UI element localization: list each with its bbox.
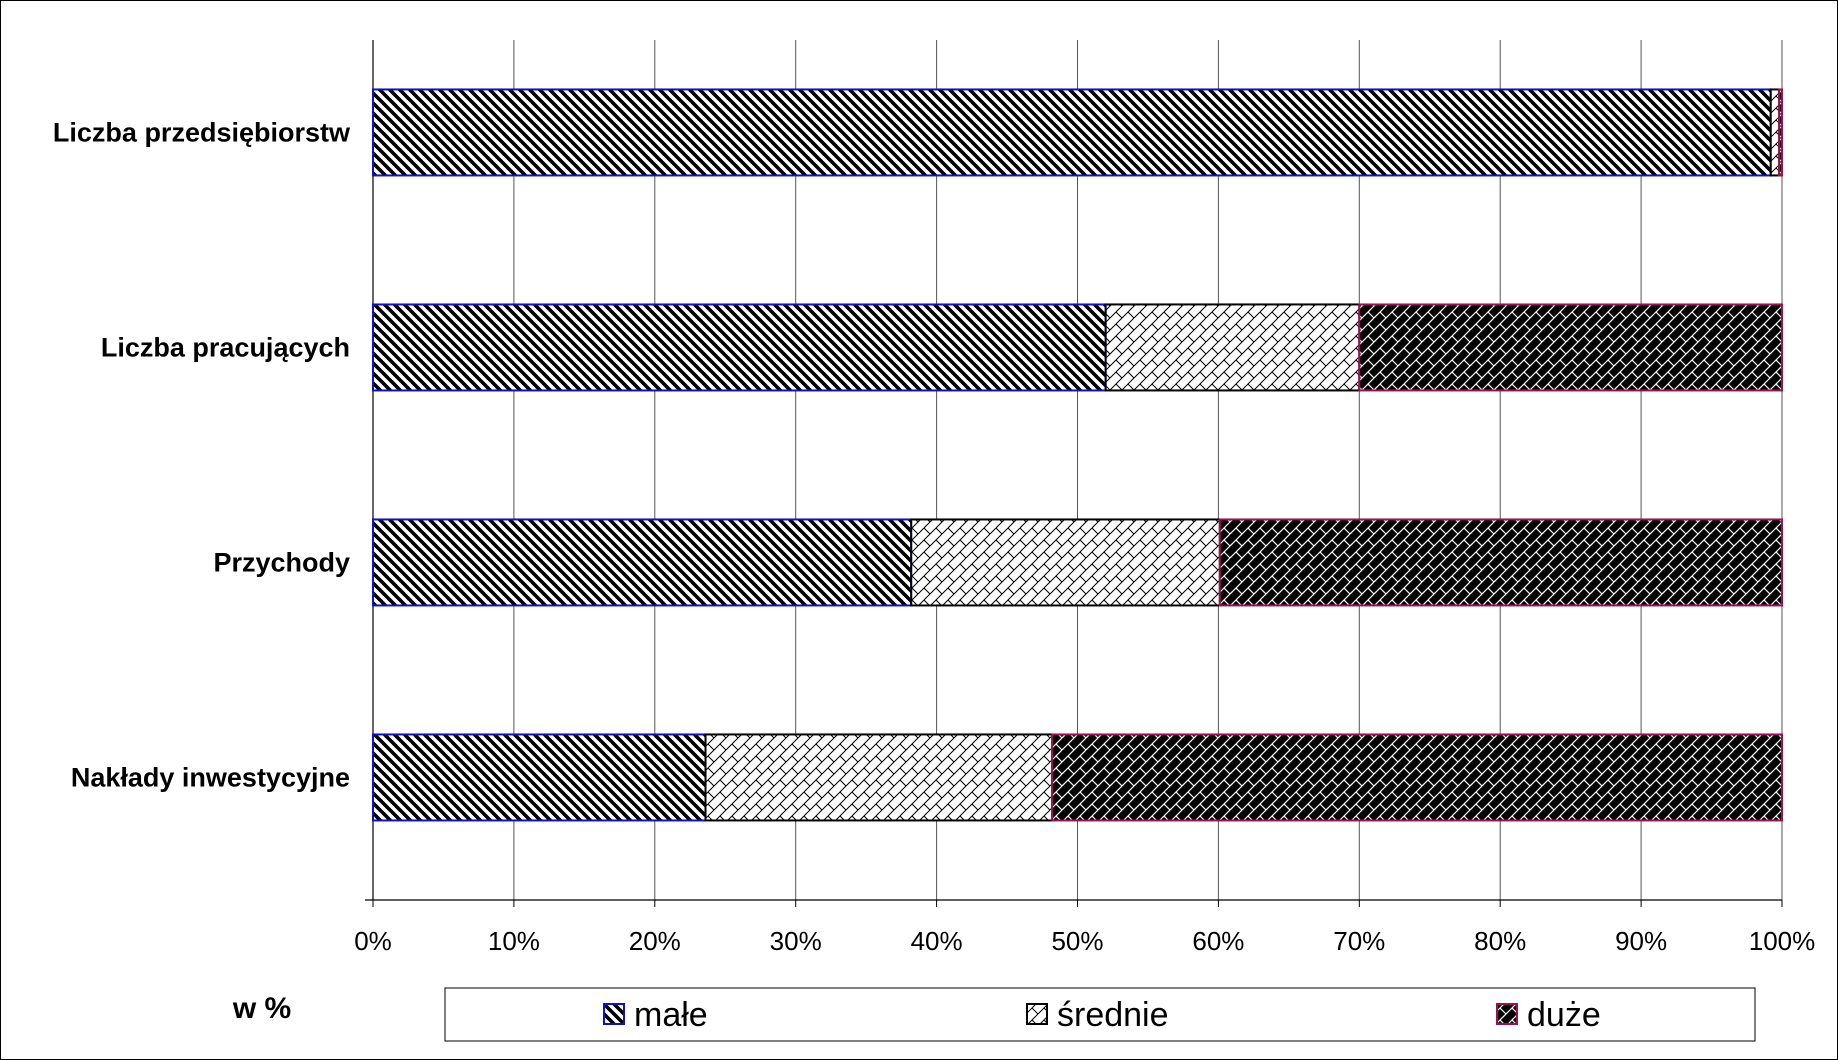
- category-labels: Liczba przedsiębiorstw Liczba pracujących…: [53, 117, 351, 792]
- bar-segment-male: [372, 88, 1772, 177]
- bar-segment-srednie: [1769, 88, 1781, 177]
- category-label: Przychody: [213, 547, 350, 577]
- unit-label: w %: [232, 992, 291, 1025]
- x-tick-label: 100%: [1749, 926, 1816, 956]
- bars: [372, 88, 1784, 822]
- x-tick-label: 60%: [1192, 926, 1244, 956]
- x-tick-labels: 0% 10% 20% 30% 40% 50% 60% 70% 80% 90% 100%: [354, 926, 1815, 956]
- bar-segment-duze: [1778, 88, 1784, 177]
- x-tick-label: 30%: [770, 926, 822, 956]
- x-tick-label: 0%: [354, 926, 392, 956]
- legend-label-duze: duże: [1527, 996, 1601, 1034]
- x-tick-label: 90%: [1615, 926, 1667, 956]
- category-label: Liczba przedsiębiorstw: [53, 117, 351, 147]
- bar-segment-duze: [1218, 518, 1783, 607]
- bar-segment-duze: [1051, 733, 1783, 822]
- x-tick-label: 80%: [1474, 926, 1526, 956]
- x-tick-label: 10%: [488, 926, 540, 956]
- legend-label-srednie: średnie: [1057, 996, 1169, 1034]
- legend-box: [444, 987, 1756, 1042]
- legend-swatch-male: [603, 1003, 625, 1025]
- bar-segment-srednie: [704, 733, 1054, 822]
- bar-segment-srednie: [910, 518, 1221, 607]
- bar-segment-srednie: [1104, 303, 1361, 392]
- legend-label-male: małe: [634, 996, 708, 1034]
- legend-swatch-srednie: [1026, 1003, 1048, 1025]
- bar-segment-male: [372, 518, 913, 607]
- x-tick-label: 40%: [911, 926, 963, 956]
- bar-segment-duze: [1358, 303, 1784, 392]
- x-tick-label: 20%: [629, 926, 681, 956]
- x-tick-label: 50%: [1051, 926, 1103, 956]
- x-tick-label: 70%: [1333, 926, 1385, 956]
- bar-segment-male: [372, 303, 1107, 392]
- legend: małe średnie duże: [444, 987, 1756, 1042]
- category-label: Nakłady inwestycyjne: [71, 762, 350, 792]
- legend-swatch-duze: [1496, 1003, 1518, 1025]
- category-label: Liczba pracujących: [101, 332, 350, 362]
- bar-segment-male: [372, 733, 707, 822]
